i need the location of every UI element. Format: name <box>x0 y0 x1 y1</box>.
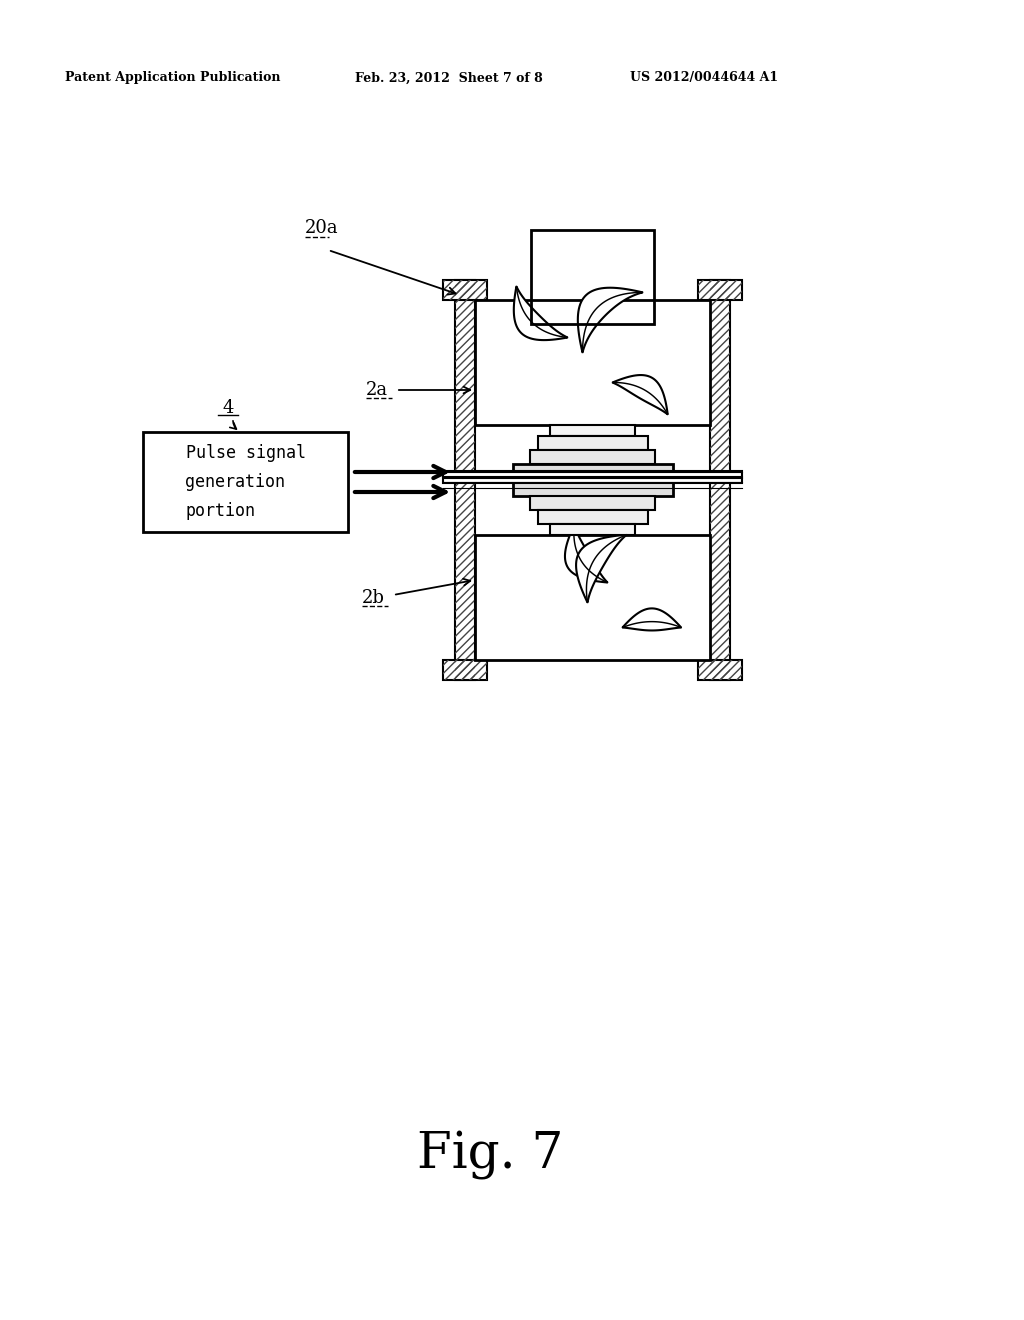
Bar <box>710 280 730 680</box>
Text: Fig. 7: Fig. 7 <box>417 1130 563 1180</box>
Bar <box>698 280 742 300</box>
Polygon shape <box>612 375 668 414</box>
Text: 20a: 20a <box>305 219 339 238</box>
Bar <box>443 660 487 680</box>
Text: Pulse signal
generation
portion: Pulse signal generation portion <box>185 444 305 520</box>
Bar <box>698 660 742 680</box>
Text: 2a: 2a <box>366 381 388 399</box>
Text: Patent Application Publication: Patent Application Publication <box>65 71 281 84</box>
Bar <box>443 280 487 300</box>
Text: 4: 4 <box>222 399 233 417</box>
Text: 2b: 2b <box>362 589 385 607</box>
Polygon shape <box>577 535 627 602</box>
Bar <box>710 280 730 680</box>
Polygon shape <box>578 288 643 352</box>
Polygon shape <box>623 609 681 631</box>
Bar <box>538 436 647 450</box>
Bar <box>443 471 742 477</box>
Bar <box>698 660 742 680</box>
Polygon shape <box>514 286 567 341</box>
Text: Feb. 23, 2012  Sheet 7 of 8: Feb. 23, 2012 Sheet 7 of 8 <box>355 71 543 84</box>
Bar <box>550 524 635 535</box>
Bar <box>443 280 487 300</box>
Bar <box>538 510 647 524</box>
Bar <box>475 535 710 660</box>
Bar <box>530 450 655 465</box>
Bar <box>531 230 653 323</box>
Bar <box>455 280 475 680</box>
Bar <box>443 477 742 483</box>
Bar <box>443 660 487 680</box>
Bar <box>475 300 710 425</box>
Bar <box>698 280 742 300</box>
Polygon shape <box>565 525 607 582</box>
Bar <box>455 280 475 680</box>
Text: US 2012/0044644 A1: US 2012/0044644 A1 <box>630 71 778 84</box>
Bar <box>143 432 348 532</box>
Bar <box>512 465 673 496</box>
Bar <box>530 496 655 510</box>
Bar <box>550 425 635 436</box>
